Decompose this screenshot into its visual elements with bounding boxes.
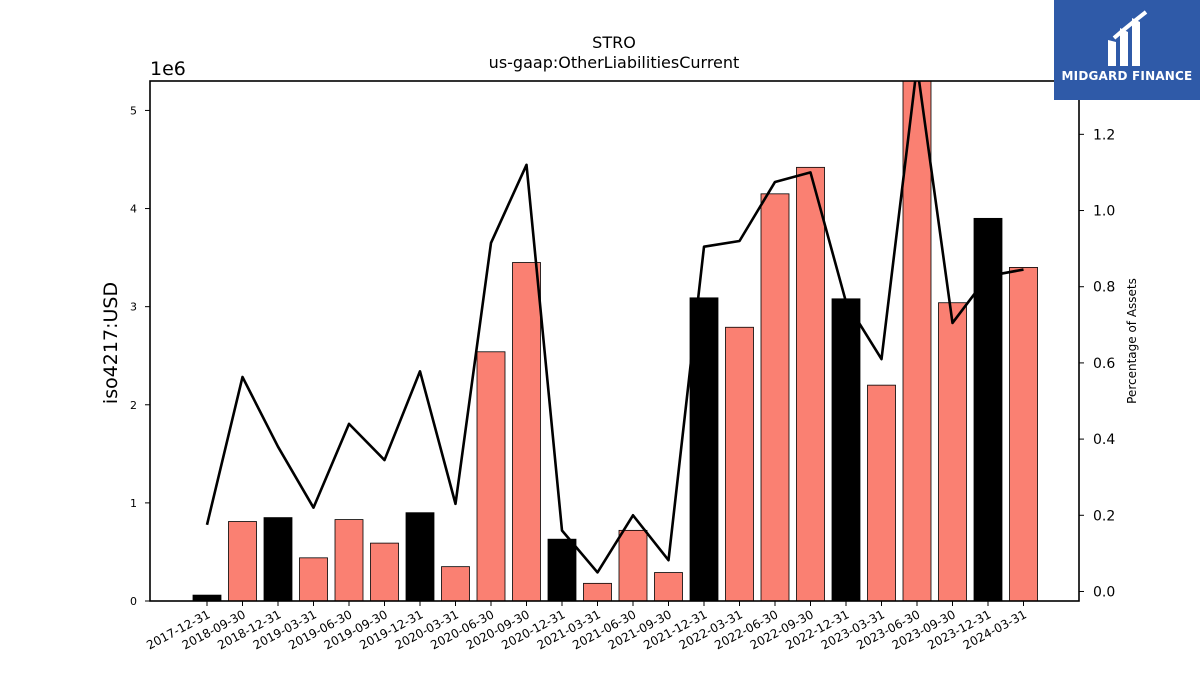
percentage-of-assets-line [205, 81, 1024, 574]
bar-2023-03-31 [867, 384, 896, 601]
y-tick-label: 3 [130, 301, 137, 314]
bar-2021-06-30 [618, 529, 648, 601]
bar-2022-12-31 [831, 298, 861, 601]
bar-2019-03-31 [299, 557, 328, 601]
bar-2021-09-30 [654, 572, 683, 601]
y-tick-label: 4 [130, 203, 137, 216]
chart-title: STRO [592, 33, 636, 52]
bar-2020-03-31 [441, 566, 470, 601]
y2-axis-label: Percentage of Assets [1125, 278, 1139, 404]
bar-2020-09-30 [512, 262, 541, 601]
logo-text: MIDGARD FINANCE [1061, 69, 1193, 83]
y-tick-label: 0 [130, 595, 137, 608]
y2-tick-label: 0.0 [1093, 584, 1115, 600]
y2-tick-label: 1.2 [1093, 127, 1115, 143]
bar-2017-12-31 [192, 594, 222, 601]
plot-frame [149, 80, 1080, 602]
bar-2021-12-31 [689, 297, 719, 601]
bar-2023-09-30 [938, 302, 967, 601]
y-offset-label: 1e6 [150, 58, 186, 80]
y2-tick-label: 0.8 [1093, 280, 1115, 296]
logo-mark-icon [1108, 10, 1148, 66]
bar-2022-06-30 [760, 193, 790, 601]
bar-2018-12-31 [263, 517, 293, 601]
y2-tick-label: 0.4 [1093, 432, 1115, 448]
y-tick-label: 2 [130, 399, 137, 412]
y2-tick-label: 0.2 [1093, 508, 1115, 524]
bar-2022-09-30 [796, 166, 825, 601]
chart-subtitle: us-gaap:OtherLiabilitiesCurrent [489, 53, 740, 72]
y-axis-label: iso4217:USD [100, 282, 122, 404]
bar-2020-12-31 [547, 538, 577, 601]
bar-2018-09-30 [228, 521, 257, 601]
bar-2020-06-30 [476, 351, 506, 601]
bar-2023-12-31 [973, 217, 1003, 601]
y-tick-label: 1 [130, 497, 137, 510]
bars-group [192, 81, 1038, 601]
bar-2019-06-30 [334, 519, 364, 601]
bar-2019-12-31 [405, 512, 435, 601]
y2-tick-label: 0.6 [1093, 356, 1115, 372]
line-group [205, 81, 1024, 574]
y2-tick-label: 1.0 [1093, 204, 1115, 220]
right-ticks: 0.0 0.2 0.4 0.6 0.8 1.0 1.2 [1079, 127, 1115, 600]
bar-2023-06-30 [902, 81, 932, 601]
midgard-finance-logo: MIDGARD FINANCE [1054, 0, 1200, 100]
bar-2022-03-31 [725, 326, 754, 601]
bar-2024-03-31 [1009, 267, 1038, 601]
x-ticks: 2017-12-312018-09-302018-12-312019-03-31… [144, 601, 1029, 652]
bar-2019-09-30 [370, 542, 399, 601]
bar-2021-03-31 [583, 582, 612, 601]
y-tick-label: 5 [130, 104, 137, 117]
left-ticks: 0 1 2 3 4 5 [130, 104, 150, 608]
